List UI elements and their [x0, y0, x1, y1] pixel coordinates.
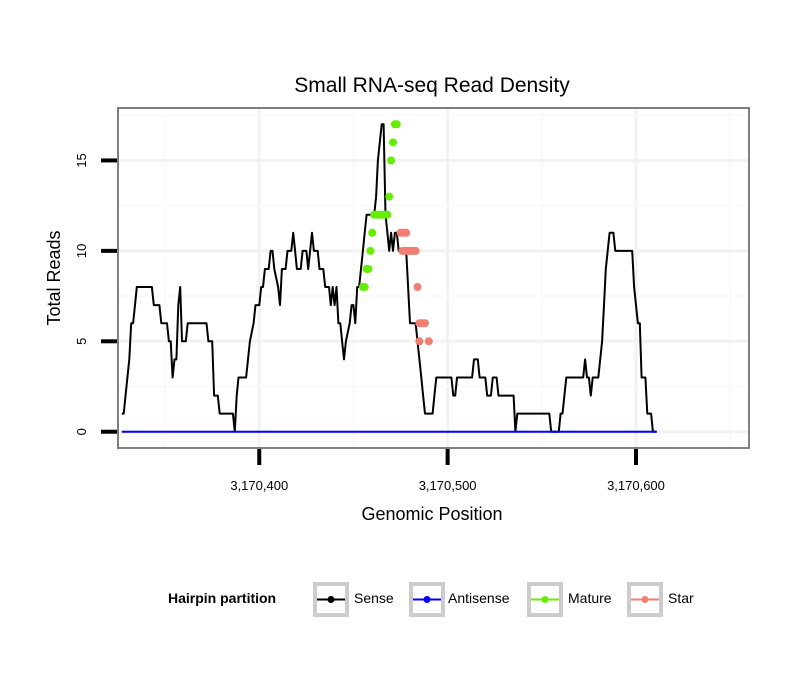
sense-line [121, 123, 657, 433]
legend-key-antisense-point [423, 596, 431, 603]
mature-point [385, 192, 394, 201]
legend-key-mature-point [541, 596, 549, 603]
star-point [415, 337, 424, 346]
x-axis-label: Genomic Position [361, 504, 502, 524]
mature-point [364, 264, 373, 273]
plot-panel [117, 107, 750, 449]
y-tick-label: 10 [74, 244, 89, 258]
mature-point [392, 120, 401, 129]
y-tick-label: 5 [74, 338, 89, 345]
legend-label-mature: Mature [568, 590, 612, 606]
legend-key-star-point [641, 596, 649, 603]
legend-items: Sense Antisense Mature Star [313, 582, 694, 617]
legend-title: Hairpin partition [168, 590, 276, 606]
mature-point [366, 246, 375, 255]
mature-point [389, 138, 398, 147]
star-point [402, 228, 411, 237]
star-point [411, 246, 420, 255]
x-tick-label: 3,170,400 [230, 478, 288, 493]
legend-label-star: Star [668, 590, 694, 606]
star-point [424, 337, 433, 346]
y-tick-label: 0 [74, 428, 89, 435]
y-axis-label: Total Reads [44, 230, 64, 325]
mature-point [383, 210, 392, 219]
x-tick-label: 3,170,500 [419, 478, 477, 493]
chart-title: Small RNA-seq Read Density [294, 74, 570, 97]
legend-label-sense: Sense [354, 590, 394, 606]
star-point [413, 283, 422, 292]
axis-layer: 3,170,400 3,170,500 3,170,600 0 5 10 15 [74, 153, 665, 493]
mature-point [360, 283, 369, 292]
legend-label-antisense: Antisense [448, 590, 510, 606]
legend-key-sense-point [327, 596, 335, 603]
y-tick-label: 15 [74, 153, 89, 167]
grid-layer [119, 109, 748, 447]
legend: Hairpin partition Sense Antisense Mature St… [168, 582, 694, 617]
mature-point [387, 156, 396, 165]
series-layer [121, 120, 657, 433]
x-tick-label: 3,170,600 [607, 478, 665, 493]
mature-point [368, 228, 377, 237]
star-point [421, 319, 430, 328]
